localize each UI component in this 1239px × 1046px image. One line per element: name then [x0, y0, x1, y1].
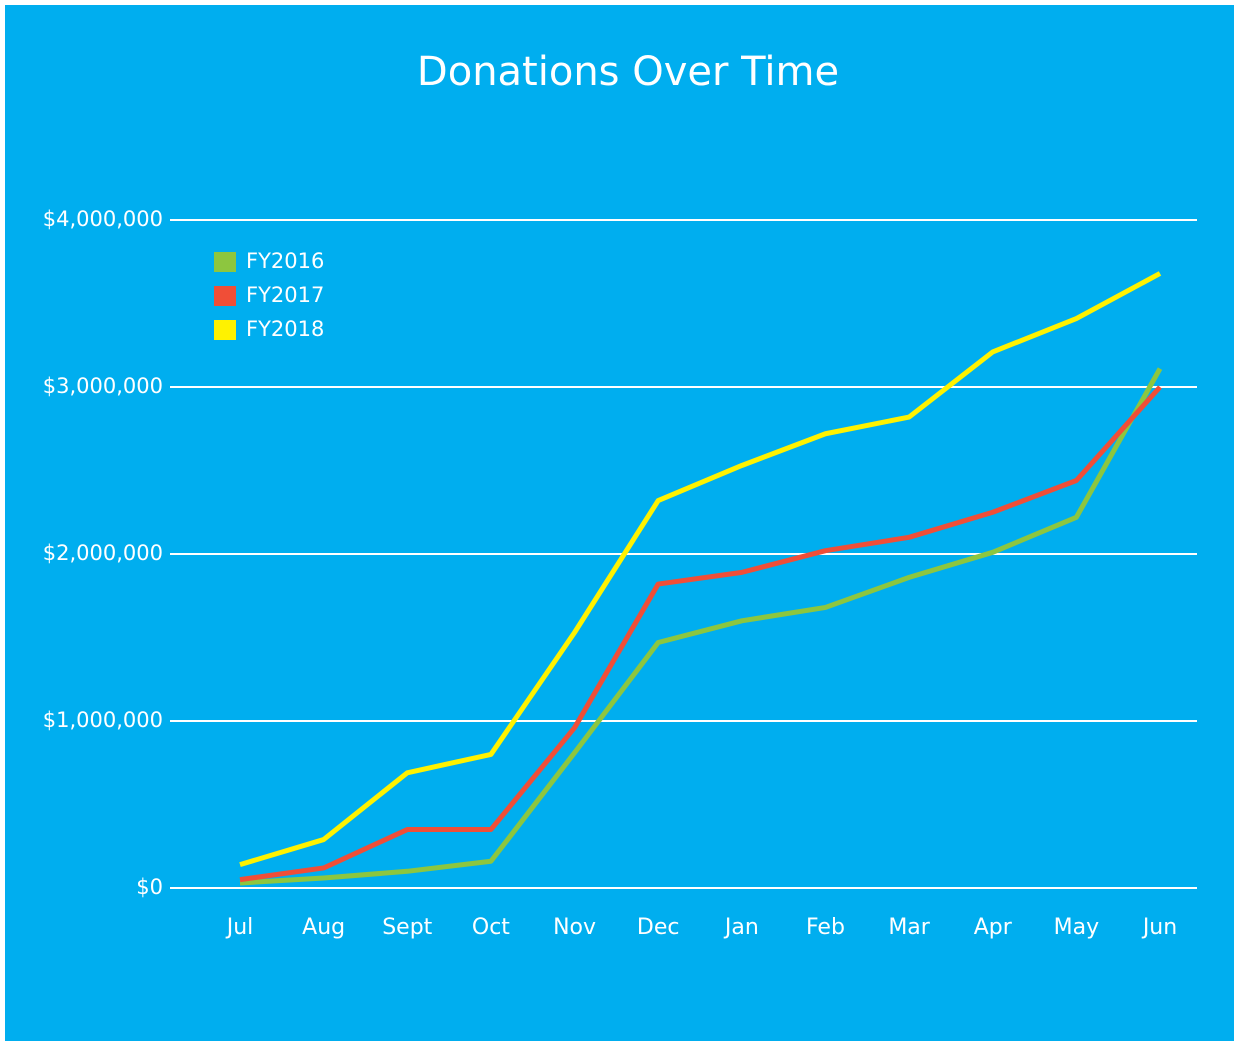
x-tick-label: Mar — [888, 915, 930, 940]
chart-title: Donations Over Time — [417, 49, 839, 95]
legend-label: FY2018 — [246, 317, 324, 341]
y-tick-label: $2,000,000 — [43, 541, 163, 565]
x-tick-label: Apr — [974, 915, 1013, 940]
y-tick-label: $3,000,000 — [43, 374, 163, 398]
x-tick-label: Oct — [472, 915, 510, 940]
x-tick-label: Feb — [806, 915, 845, 940]
x-tick-label: Sept — [382, 915, 432, 940]
x-tick-label: Jun — [1141, 915, 1177, 940]
legend-swatch — [214, 320, 236, 340]
y-tick-label: $0 — [136, 875, 163, 899]
y-tick-label: $4,000,000 — [43, 207, 163, 231]
x-tick-label: Jan — [723, 915, 759, 940]
x-tick-label: May — [1054, 915, 1099, 940]
series-line — [239, 271, 1162, 868]
x-tick-label: Jul — [225, 915, 254, 940]
legend-swatch — [214, 286, 236, 306]
x-tick-label: Dec — [637, 915, 680, 940]
y-tick-label: $1,000,000 — [43, 708, 163, 732]
series-line — [239, 367, 1163, 886]
x-tick-label: Aug — [302, 915, 345, 940]
legend-swatch — [214, 252, 236, 272]
chart-background — [5, 5, 1234, 1041]
x-tick-label: Nov — [553, 915, 596, 940]
legend-label: FY2016 — [246, 249, 324, 273]
legend-label: FY2017 — [246, 283, 324, 307]
series-line — [239, 385, 1162, 883]
